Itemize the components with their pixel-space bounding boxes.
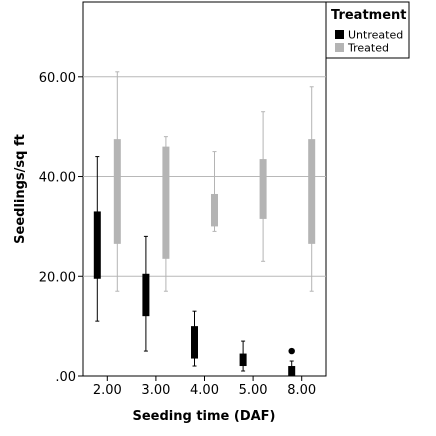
box-treated-5.00 bbox=[259, 111, 267, 262]
box-treated-4.00 bbox=[211, 151, 218, 232]
box-untreated-8.00 bbox=[288, 347, 296, 377]
box-untreated-3.00 bbox=[142, 235, 150, 352]
x-tick-label: 2.00 bbox=[93, 383, 122, 398]
x-axis-label: Seeding time (DAF) bbox=[132, 409, 275, 424]
box-untreated-5.00 bbox=[239, 340, 247, 372]
y-tick-label: 40.00 bbox=[39, 171, 76, 186]
x-tick-label: 5.00 bbox=[239, 383, 268, 398]
y-tick-label: .00 bbox=[55, 370, 76, 385]
box-iqr bbox=[288, 366, 296, 376]
x-tick-label: 8.00 bbox=[287, 383, 316, 398]
legend-swatch-untreated bbox=[335, 30, 344, 39]
y-tick-label: 60.00 bbox=[39, 71, 76, 86]
box-untreated-4.00 bbox=[191, 310, 198, 367]
box-iqr bbox=[191, 326, 198, 359]
legend-swatch-treated bbox=[335, 43, 344, 52]
y-axis-ticks: .00 20.00 40.00 60.00 bbox=[39, 71, 83, 385]
box-untreated-2.00 bbox=[93, 156, 101, 322]
y-tick-label: 20.00 bbox=[39, 270, 76, 285]
x-tick-label: 4.00 bbox=[190, 383, 219, 398]
box-iqr bbox=[113, 139, 121, 244]
outlier-point bbox=[288, 347, 295, 355]
plot-area bbox=[82, 1, 327, 377]
gridlines bbox=[83, 76, 326, 277]
x-tick-label: 3.00 bbox=[141, 383, 170, 398]
box-iqr bbox=[308, 139, 316, 244]
box-treated-2.00 bbox=[113, 71, 121, 292]
box-iqr bbox=[93, 211, 101, 279]
box-treated-3.00 bbox=[162, 136, 170, 292]
legend-label-untreated: Untreated bbox=[348, 29, 403, 42]
box-iqr bbox=[259, 159, 267, 219]
box-iqr bbox=[142, 273, 150, 317]
legend-label-treated: Treated bbox=[347, 42, 389, 55]
legend-title: Treatment bbox=[331, 8, 407, 23]
x-axis-ticks: 2.00 3.00 4.00 5.00 8.00 bbox=[93, 376, 316, 398]
box-treated-8.00 bbox=[308, 86, 316, 292]
box-iqr bbox=[162, 146, 170, 259]
box-iqr bbox=[211, 193, 218, 227]
y-axis-label: Seedlings/sq ft bbox=[13, 134, 28, 244]
box-iqr bbox=[239, 353, 247, 367]
box-series bbox=[93, 71, 316, 377]
